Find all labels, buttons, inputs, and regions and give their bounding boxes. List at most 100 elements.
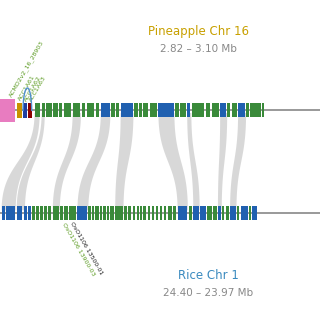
Bar [200, 206, 206, 220]
Bar [6, 206, 15, 220]
Bar [175, 103, 179, 117]
Bar [230, 206, 236, 220]
Bar [193, 206, 199, 220]
Bar [110, 206, 114, 220]
Bar [164, 206, 166, 220]
Bar [213, 206, 217, 220]
Bar [241, 206, 248, 220]
Bar [152, 206, 154, 220]
Bar [143, 206, 146, 220]
Bar [0, 99, 15, 122]
Bar [59, 103, 62, 117]
Bar [156, 206, 158, 220]
Bar [139, 103, 142, 117]
Bar [180, 103, 186, 117]
Bar [28, 206, 31, 220]
Bar [2, 206, 5, 220]
Bar [46, 103, 52, 117]
Bar [140, 206, 142, 220]
Bar [48, 206, 51, 220]
Text: Pineapple Chr 16: Pineapple Chr 16 [148, 25, 249, 38]
Bar [17, 206, 22, 220]
Bar [88, 206, 91, 220]
Bar [87, 103, 94, 117]
Bar [212, 103, 219, 117]
Bar [116, 103, 119, 117]
Bar [238, 103, 245, 117]
Bar [150, 103, 157, 117]
Text: 24.40 – 23.97 Mb: 24.40 – 23.97 Mb [163, 288, 253, 298]
Bar [96, 103, 99, 117]
Bar [246, 103, 249, 117]
Bar [82, 103, 85, 117]
Text: OsO1106 13500-01: OsO1106 13500-01 [69, 221, 103, 276]
Bar [148, 206, 150, 220]
Bar [42, 103, 45, 117]
Bar [262, 103, 264, 117]
Bar [249, 206, 251, 220]
Bar [227, 103, 230, 117]
Bar [232, 103, 237, 117]
Bar [40, 206, 43, 220]
Bar [28, 103, 32, 118]
Bar [226, 206, 229, 220]
Polygon shape [77, 113, 110, 210]
Bar [178, 206, 187, 220]
Bar [134, 103, 138, 117]
Bar [35, 103, 40, 117]
Bar [24, 206, 27, 220]
Bar [95, 206, 99, 220]
Polygon shape [230, 113, 246, 210]
Bar [53, 206, 59, 220]
Polygon shape [53, 113, 81, 210]
Bar [187, 103, 190, 117]
Bar [168, 206, 172, 220]
Bar [220, 103, 226, 117]
Bar [124, 206, 127, 220]
Bar [222, 206, 224, 220]
Bar [237, 206, 239, 220]
Bar [101, 103, 110, 117]
Bar [143, 103, 148, 117]
Bar [60, 206, 63, 220]
Bar [17, 103, 22, 118]
Bar [250, 103, 261, 117]
Text: Rice Chr 1: Rice Chr 1 [178, 269, 238, 282]
Bar [189, 206, 192, 220]
Polygon shape [158, 113, 188, 210]
Bar [73, 103, 80, 117]
Bar [115, 206, 123, 220]
Bar [107, 206, 109, 220]
Bar [207, 206, 212, 220]
Bar [44, 206, 47, 220]
Bar [53, 103, 58, 117]
Bar [36, 206, 39, 220]
Polygon shape [17, 113, 45, 210]
Bar [192, 103, 204, 117]
Bar [173, 206, 176, 220]
Bar [64, 103, 71, 117]
Bar [206, 103, 210, 117]
Bar [158, 103, 174, 117]
Bar [23, 103, 27, 118]
Text: ACMD2v2_16_28903: ACMD2v2_16_28903 [8, 40, 45, 98]
Bar [137, 206, 139, 220]
Bar [128, 206, 131, 220]
Bar [133, 206, 135, 220]
Text: ACC1A62: ACC1A62 [24, 75, 43, 102]
Bar [100, 206, 102, 220]
Bar [252, 206, 257, 220]
Text: ACC1A63: ACC1A63 [29, 75, 48, 103]
Bar [121, 103, 133, 117]
Bar [160, 206, 162, 220]
Text: OsO1106 13900-03: OsO1106 13900-03 [61, 222, 95, 277]
Polygon shape [218, 113, 227, 210]
Text: ACC1A61: ACC1A61 [18, 74, 36, 101]
Bar [218, 206, 221, 220]
Polygon shape [2, 113, 40, 210]
Polygon shape [115, 113, 133, 210]
Polygon shape [187, 113, 200, 210]
Bar [64, 206, 68, 220]
Bar [69, 206, 76, 220]
Bar [103, 206, 106, 220]
